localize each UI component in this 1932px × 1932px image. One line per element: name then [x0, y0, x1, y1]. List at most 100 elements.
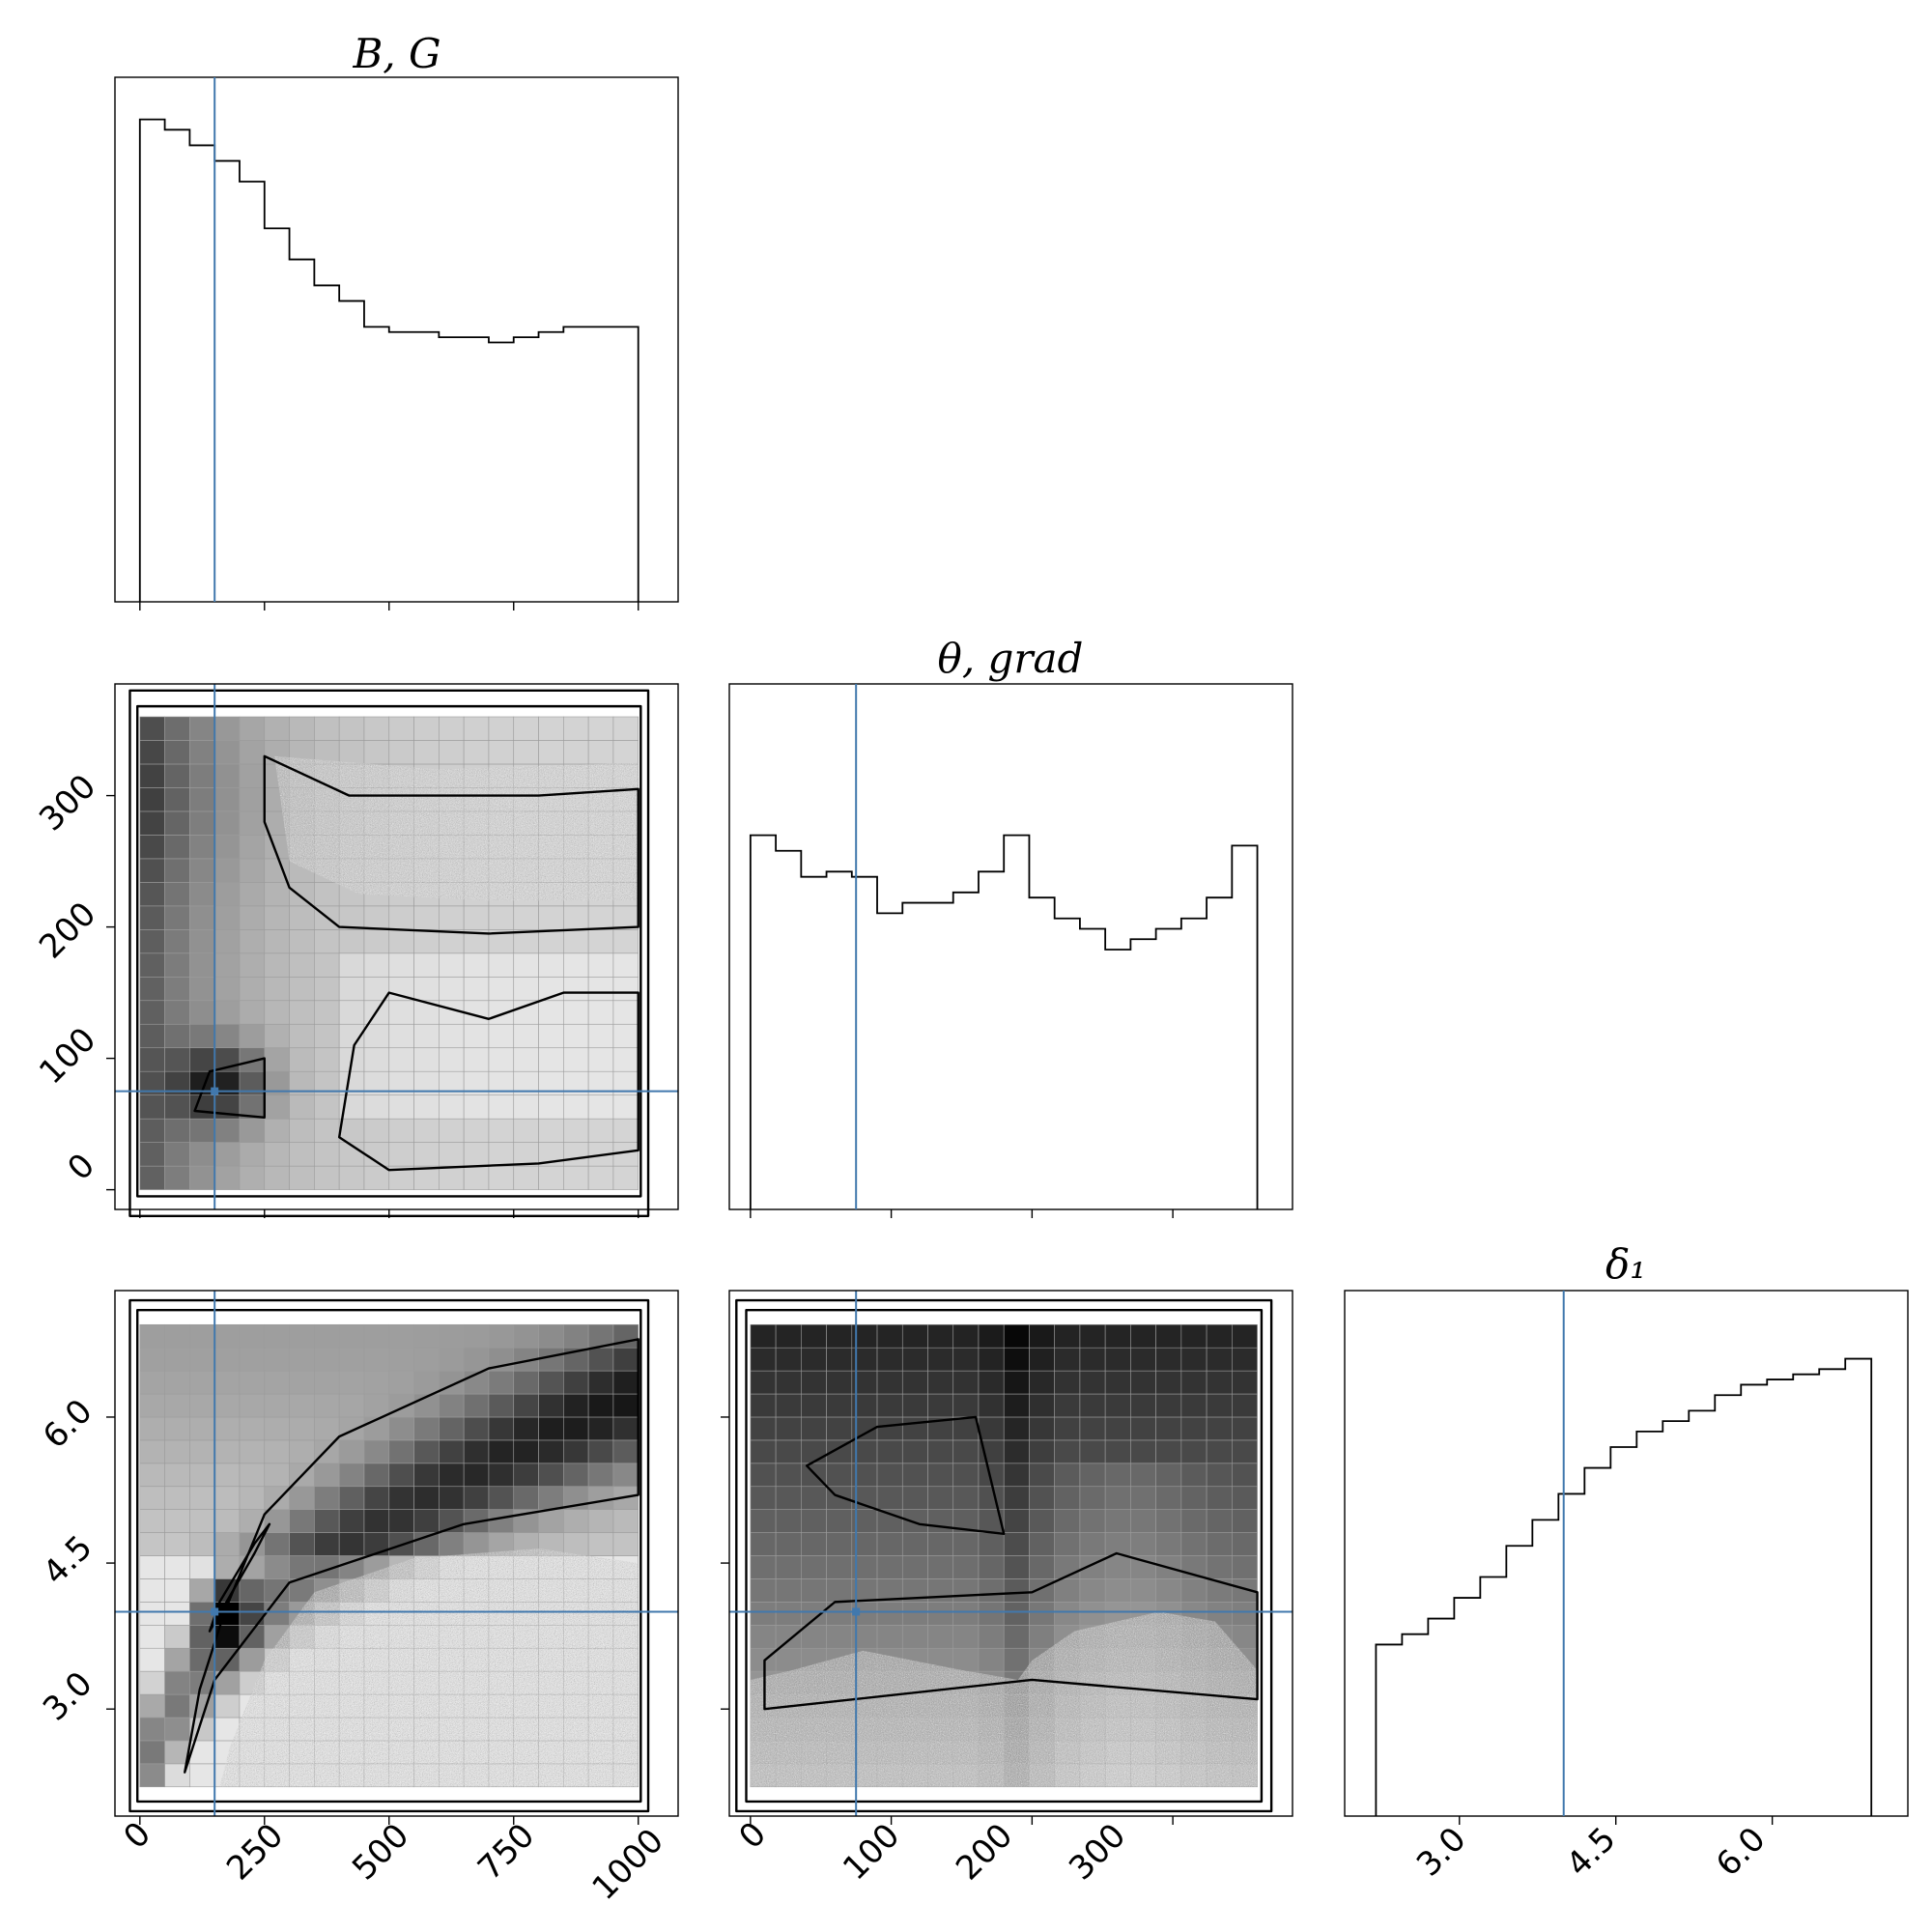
density-cell — [513, 952, 539, 978]
density-cell — [1003, 1347, 1030, 1372]
density-cell — [463, 1416, 490, 1441]
density-cell — [338, 1486, 365, 1510]
density-cell — [826, 1370, 853, 1395]
contour-line — [136, 704, 642, 1198]
density-cell — [513, 1370, 539, 1395]
density-cell — [1104, 1323, 1131, 1349]
density-cell — [439, 740, 465, 765]
tick-label-delta-x-45: 4.5 — [1559, 1820, 1624, 1885]
axes-frame — [728, 683, 1293, 1210]
density-cell — [363, 1509, 390, 1533]
density-cell — [978, 1416, 1005, 1441]
density-cell — [413, 1370, 440, 1395]
density-cell — [513, 1486, 539, 1510]
density-cell — [413, 1094, 440, 1120]
density-cell — [587, 1347, 614, 1372]
density-cell — [164, 763, 190, 788]
density-cell — [587, 1416, 614, 1441]
density-cell — [563, 1094, 589, 1120]
density-cell — [338, 1165, 365, 1190]
density-cell — [264, 1463, 290, 1488]
density-cell — [213, 1509, 241, 1533]
density-cell — [1054, 1532, 1081, 1556]
density-cell — [1130, 1532, 1156, 1556]
density-cell — [513, 1094, 539, 1120]
density-cell — [264, 1602, 290, 1626]
density-cell — [239, 1118, 266, 1143]
density-cell — [189, 1370, 215, 1395]
density-cell — [952, 1624, 980, 1649]
density-cell — [1029, 1578, 1055, 1603]
density-cell — [463, 1323, 490, 1349]
density-cell — [775, 1555, 802, 1579]
density-cell — [413, 716, 440, 741]
density-cell — [1155, 1486, 1182, 1510]
density-cell — [164, 1670, 190, 1695]
density-cell — [488, 976, 515, 1002]
density-cell — [213, 1693, 241, 1719]
density-cell — [775, 1323, 802, 1349]
density-cell — [264, 976, 290, 1002]
density-cell — [927, 1509, 954, 1533]
density-cell — [488, 1023, 515, 1049]
axes-frame — [728, 1290, 1293, 1817]
density-cell — [239, 716, 266, 741]
density-cell — [289, 1142, 315, 1167]
density-cell — [388, 1393, 414, 1418]
density-cell — [164, 1023, 190, 1049]
density-cell — [1079, 1323, 1106, 1349]
density-cell — [775, 1532, 802, 1556]
density-cell — [363, 740, 390, 765]
density-cell — [189, 1463, 215, 1488]
density-cell — [538, 740, 564, 765]
density-cell — [563, 740, 589, 765]
density-cell — [927, 1393, 954, 1418]
density-cell — [413, 1463, 440, 1488]
density-cell — [463, 976, 490, 1002]
density-cell — [264, 1000, 290, 1025]
density-cell — [388, 1023, 414, 1049]
density-cell — [901, 1532, 928, 1556]
density-cell — [264, 1532, 290, 1556]
density-cell — [213, 952, 241, 978]
density-cell — [314, 952, 340, 978]
density-cell — [439, 1393, 465, 1418]
density-cell — [289, 1347, 315, 1372]
density-cell — [314, 1393, 340, 1418]
density-cell — [488, 1439, 515, 1464]
density-cell — [189, 740, 215, 765]
density-cell — [439, 1347, 465, 1372]
density-cell — [563, 1000, 589, 1025]
density-cell — [1003, 1624, 1030, 1649]
density-cell — [139, 1647, 165, 1672]
density-cell — [1029, 1416, 1055, 1441]
density-cell — [1232, 1486, 1258, 1510]
density-cell — [826, 1463, 853, 1488]
density-cell — [139, 1165, 165, 1190]
density-cell — [239, 905, 266, 930]
density-cell — [1155, 1463, 1182, 1488]
tick-label-bg-x-500: 500 — [345, 1816, 416, 1888]
density-cell — [239, 763, 266, 788]
density-cell — [314, 1047, 340, 1072]
density-cell — [563, 976, 589, 1002]
density-cell — [901, 1393, 928, 1418]
density-cell — [1003, 1602, 1030, 1626]
density-cell — [213, 716, 241, 741]
density-cell — [587, 1023, 614, 1049]
density-cell — [978, 1532, 1005, 1556]
title-theta: θ, grad — [938, 635, 1084, 682]
density-cell — [164, 976, 190, 1002]
density-cell — [139, 1000, 165, 1025]
density-cell — [388, 1370, 414, 1395]
density-cell — [1180, 1486, 1208, 1510]
density-cell — [1079, 1602, 1106, 1626]
density-cell — [164, 1717, 190, 1742]
density-cell — [314, 716, 340, 741]
density-cell — [239, 1165, 266, 1190]
title-delta1: δ₁ — [1605, 1240, 1646, 1288]
density-cell — [563, 952, 589, 978]
density-cell — [164, 882, 190, 907]
density-cell — [164, 787, 190, 812]
density-cell — [189, 882, 215, 907]
